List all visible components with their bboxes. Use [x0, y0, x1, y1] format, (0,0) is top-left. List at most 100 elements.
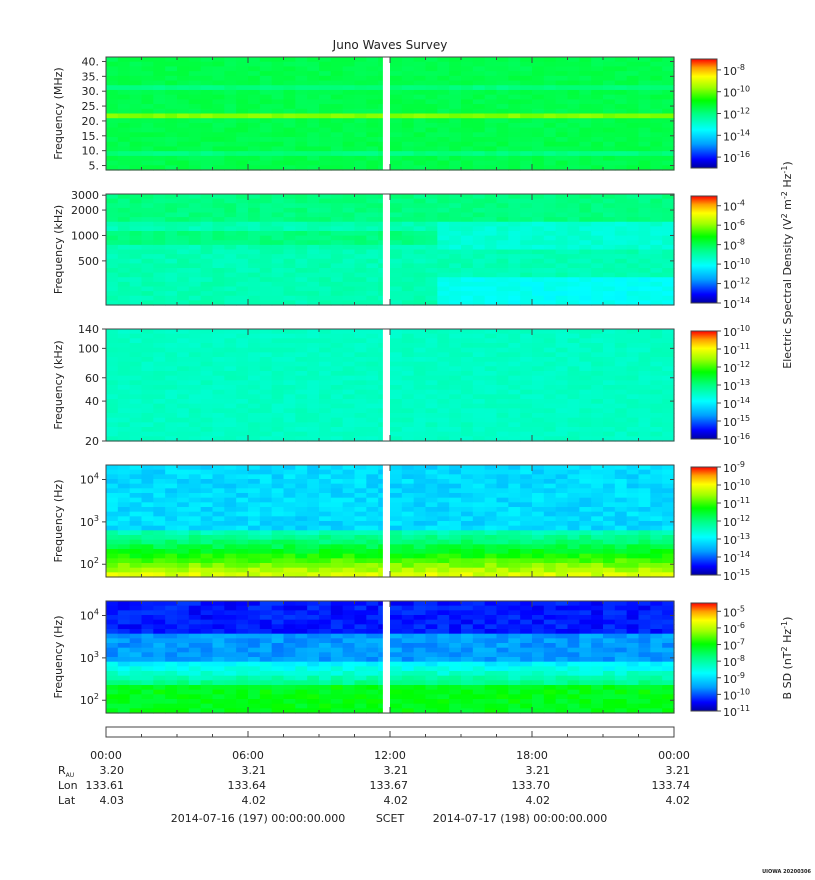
heatmap-cell [579, 347, 592, 353]
heatmap-cell [591, 343, 604, 349]
heatmap-cell [662, 235, 675, 241]
heatmap-cell [461, 422, 474, 428]
heatmap-cell [117, 254, 131, 260]
heatmap-cell [271, 347, 285, 353]
heatmap-cell [212, 431, 225, 437]
heatmap-cell [437, 57, 450, 63]
heatmap-cell [650, 516, 663, 522]
heatmap-cell [366, 558, 379, 564]
heatmap-cell [472, 567, 486, 573]
heatmap-cell [579, 502, 592, 508]
heatmap-cell [259, 361, 273, 367]
heatmap-cell [449, 291, 462, 297]
heatmap-cell [307, 291, 320, 297]
heatmap-cell [342, 207, 356, 214]
heatmap-cell [366, 71, 379, 77]
heatmap-cell [307, 89, 320, 96]
heatmap-cell [567, 108, 580, 115]
heatmap-cell [330, 295, 344, 301]
heatmap-cell [472, 427, 486, 433]
heatmap-cell [532, 516, 545, 522]
heatmap-cell [224, 553, 237, 559]
heatmap-cell [200, 268, 214, 274]
heatmap-cell [591, 333, 604, 339]
heatmap-cell [626, 212, 640, 218]
heatmap-cell [390, 104, 403, 110]
heatmap-cell [449, 286, 462, 292]
heatmap-cell [165, 198, 178, 204]
heatmap-cell [319, 525, 332, 531]
heatmap-cell [461, 567, 474, 573]
heatmap-cell [165, 643, 178, 649]
heatmap-cell [283, 281, 296, 288]
heatmap-cell [319, 221, 332, 227]
heatmap-cell [307, 329, 320, 335]
heatmap-cell [626, 113, 640, 119]
heatmap-cell [532, 113, 545, 119]
heatmap-cell [295, 366, 308, 372]
heatmap-cell [401, 431, 415, 437]
heatmap-cell [342, 300, 356, 306]
heatmap-cell [449, 436, 462, 442]
heatmap-cell [354, 122, 367, 129]
heatmap-cell [283, 203, 296, 209]
heatmap-cell [224, 263, 237, 269]
heatmap-cell [342, 511, 356, 517]
heatmap-cell [141, 291, 154, 297]
heatmap-cell [224, 57, 237, 63]
y-tick-label: 15. [82, 130, 100, 143]
heatmap-cell [472, 300, 486, 306]
heatmap-cell [141, 89, 154, 96]
heatmap-cell [496, 465, 509, 471]
heatmap-cell [437, 553, 450, 559]
heatmap-cell [165, 217, 178, 223]
heatmap-cell [614, 127, 628, 133]
heatmap-cell [354, 431, 367, 437]
heatmap-cell [259, 469, 273, 475]
heatmap-cell [330, 226, 344, 232]
heatmap-cell [532, 244, 545, 251]
heatmap-cell [591, 263, 604, 269]
heatmap-cell [248, 507, 261, 513]
heatmap-cell [354, 535, 367, 541]
heatmap-cell [662, 231, 675, 237]
heatmap-cell [271, 389, 285, 395]
heatmap-cell [591, 371, 604, 377]
heatmap-cell [177, 212, 190, 218]
heatmap-cell [650, 160, 663, 166]
heatmap-cell [638, 488, 651, 494]
heatmap-cell [117, 572, 131, 578]
heatmap-cell [248, 160, 261, 166]
heatmap-cell [342, 272, 356, 278]
heatmap-cell [579, 277, 592, 283]
heatmap-cell [484, 539, 498, 545]
heatmap-cell [165, 104, 178, 110]
heatmap-cell [437, 165, 450, 171]
heatmap-cell [212, 539, 225, 545]
heatmap-cell [543, 212, 557, 218]
heatmap-cell [129, 539, 143, 545]
heatmap-cell [555, 244, 569, 251]
heatmap-cell [271, 366, 285, 372]
heatmap-cell [401, 507, 415, 513]
heatmap-cell [224, 474, 237, 480]
heatmap-cell [366, 240, 379, 246]
heatmap-cell [603, 493, 616, 499]
heatmap-cell [567, 469, 580, 475]
heatmap-cell [484, 254, 498, 260]
heatmap-cell [283, 226, 296, 232]
heatmap-cell [555, 258, 569, 264]
heatmap-cell [484, 521, 498, 527]
heatmap-cell [366, 203, 379, 209]
heatmap-cell [212, 104, 225, 110]
heatmap-cell [106, 652, 119, 658]
heatmap-cell [236, 371, 249, 377]
heatmap-cell [484, 371, 498, 377]
heatmap-cell [662, 291, 675, 297]
heatmap-cell [626, 198, 640, 204]
heatmap-cell [413, 511, 427, 517]
heatmap-cell [638, 553, 651, 559]
heatmap-cell [437, 258, 450, 264]
heatmap-cell [579, 165, 592, 171]
